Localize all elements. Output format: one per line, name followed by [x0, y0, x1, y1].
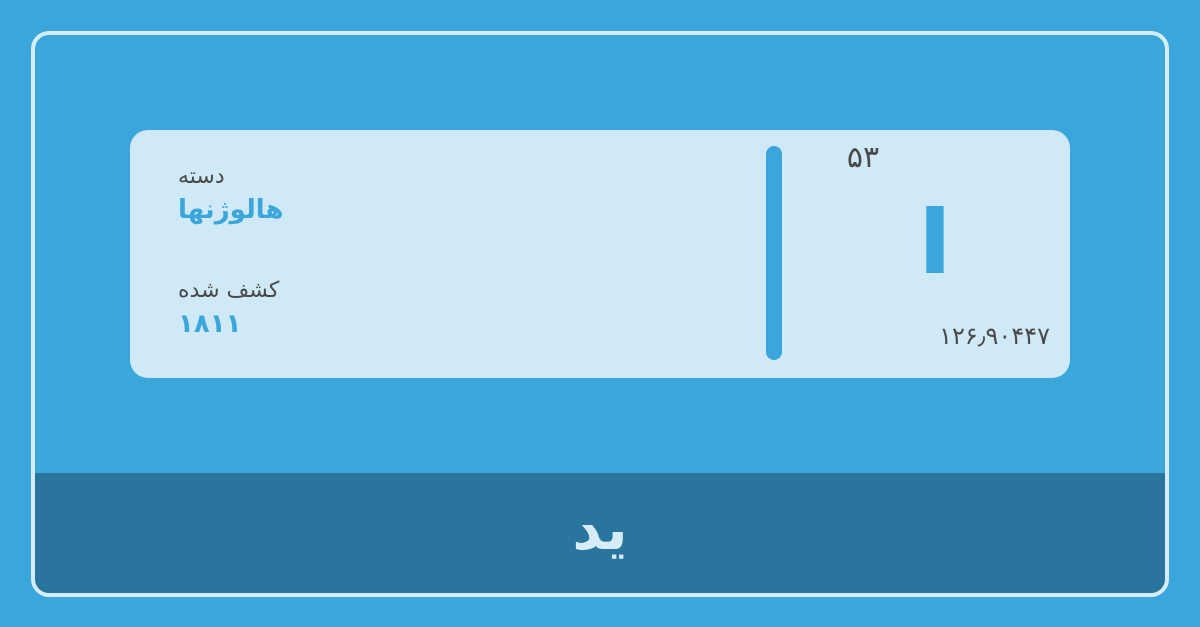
element-frame: دسته هالوژنها کشف شده ۱۸۱۱ ۵۳ I ۱۲۶٫۹۰۴۴… — [31, 31, 1169, 597]
atomic-number: ۵۳ — [846, 140, 880, 175]
discovered-label: کشف شده — [178, 278, 280, 303]
category-label: دسته — [178, 164, 225, 189]
discovered-value: ۱۸۱۱ — [178, 309, 242, 339]
category-value: هالوژنها — [178, 195, 284, 225]
element-card: دسته هالوژنها کشف شده ۱۸۱۱ ۵۳ I ۱۲۶٫۹۰۴۴… — [130, 130, 1070, 378]
category-block: دسته هالوژنها — [178, 162, 284, 228]
element-name: ید — [572, 495, 628, 563]
element-symbol: I — [917, 188, 953, 295]
atomic-mass: ۱۲۶٫۹۰۴۴۷ — [939, 322, 1050, 350]
discovered-block: کشف شده ۱۸۱۱ — [178, 276, 279, 342]
name-footer: ید — [35, 473, 1165, 593]
card-divider — [766, 146, 782, 360]
